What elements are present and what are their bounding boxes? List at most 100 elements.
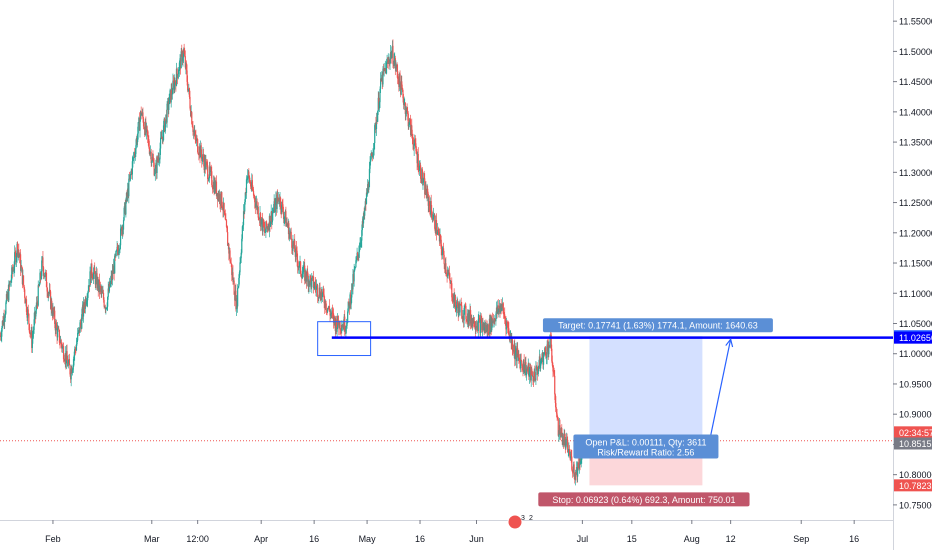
candle xyxy=(415,146,418,155)
candle xyxy=(174,74,176,93)
x-tick-label: Apr xyxy=(254,534,268,544)
x-axis[interactable]: Feb Mar 12:00 Apr 16 May 16 Jun Jul 15 Aug 12 Sep 16 xyxy=(0,520,893,544)
candle xyxy=(75,337,78,352)
x-tick-label: 12:00 xyxy=(186,534,209,544)
candle xyxy=(55,319,58,329)
candle xyxy=(380,72,382,93)
event-marker[interactable]: 3 2 xyxy=(507,514,533,530)
y-tick-label: 11.40000 xyxy=(899,107,932,117)
x-tick-label: Aug xyxy=(684,534,700,544)
candle xyxy=(553,367,555,377)
candle xyxy=(195,134,198,147)
price-axis-label: 10.85155 xyxy=(894,437,932,450)
candle xyxy=(230,259,232,264)
svg-text:Risk/Reward Ratio: 2.56: Risk/Reward Ratio: 2.56 xyxy=(597,447,694,457)
y-tick-label: 11.15000 xyxy=(899,259,932,269)
y-tick-label: 10.95000 xyxy=(899,379,932,389)
candle xyxy=(32,326,34,344)
candle xyxy=(518,350,520,364)
y-axis[interactable]: 11.55000 11.50000 11.45000 11.40000 11.35000… xyxy=(893,0,932,550)
candle xyxy=(139,117,141,138)
candle xyxy=(556,408,558,421)
candle xyxy=(211,166,213,188)
candle xyxy=(244,191,246,205)
candle xyxy=(166,101,168,128)
candle xyxy=(531,371,533,377)
candle xyxy=(369,156,371,174)
candle xyxy=(392,39,394,68)
svg-text:02:34:57: 02:34:57 xyxy=(899,428,932,438)
candle xyxy=(418,160,421,177)
y-tick-label: 10.90000 xyxy=(899,410,932,420)
candle xyxy=(325,303,328,316)
candle xyxy=(265,220,268,230)
y-tick-label: 10.75000 xyxy=(899,500,932,510)
candle xyxy=(288,227,291,242)
candle xyxy=(480,312,482,337)
candle xyxy=(77,327,79,342)
candle xyxy=(175,62,178,87)
candle xyxy=(79,320,81,333)
candle xyxy=(315,279,318,297)
candle xyxy=(225,218,228,229)
candle xyxy=(224,210,226,215)
candle xyxy=(227,225,229,246)
candle xyxy=(374,123,376,150)
candle xyxy=(114,253,116,274)
candle xyxy=(28,323,31,334)
candle xyxy=(149,150,151,157)
candle xyxy=(311,272,313,294)
candle xyxy=(87,291,89,308)
candle xyxy=(319,282,321,299)
open-pl-label[interactable]: Open P&L: 0.00111, Qty: 3611Risk/Reward … xyxy=(573,434,719,459)
candle xyxy=(306,268,308,287)
candle xyxy=(507,321,509,334)
candle xyxy=(184,47,186,58)
candle xyxy=(71,368,73,376)
candle xyxy=(48,282,51,297)
candle xyxy=(51,298,53,314)
candle xyxy=(550,332,552,352)
candle xyxy=(463,305,465,328)
candle xyxy=(425,180,427,196)
candle xyxy=(345,325,347,339)
candle xyxy=(262,218,265,228)
candle xyxy=(181,49,183,66)
projection-arrow[interactable] xyxy=(708,339,732,442)
candle xyxy=(532,370,534,386)
candle xyxy=(118,244,120,259)
candle xyxy=(551,355,553,368)
candle xyxy=(256,198,258,215)
target-zone[interactable] xyxy=(589,336,703,444)
y-tick-label: 11.05000 xyxy=(899,319,932,329)
stop-label[interactable]: Stop: 0.06923 (0.64%) 692.3, Amount: 750… xyxy=(538,492,750,507)
candle xyxy=(123,206,125,222)
candle xyxy=(383,62,385,77)
economic-event-flag-icon[interactable] xyxy=(507,514,523,530)
candle xyxy=(47,291,49,302)
candle xyxy=(497,299,499,315)
x-tick-label: 12 xyxy=(726,534,736,544)
candle xyxy=(461,301,463,320)
candle xyxy=(14,245,16,274)
candle xyxy=(170,83,172,108)
candle xyxy=(238,270,241,285)
candle xyxy=(358,245,360,261)
candle xyxy=(260,218,262,231)
candle xyxy=(35,296,38,314)
candle xyxy=(178,60,181,77)
candle xyxy=(545,356,548,365)
candle xyxy=(502,302,505,319)
candle xyxy=(457,298,459,309)
candle xyxy=(352,268,354,295)
candle xyxy=(111,264,113,286)
candle xyxy=(437,226,439,236)
candle xyxy=(577,458,579,469)
candle xyxy=(58,329,61,346)
y-tick-label: 11.20000 xyxy=(899,228,932,238)
candle xyxy=(17,241,19,258)
target-label[interactable]: Target: 0.17741 (1.63%) 1774.1, Amount: … xyxy=(542,318,773,333)
candle xyxy=(191,121,193,128)
